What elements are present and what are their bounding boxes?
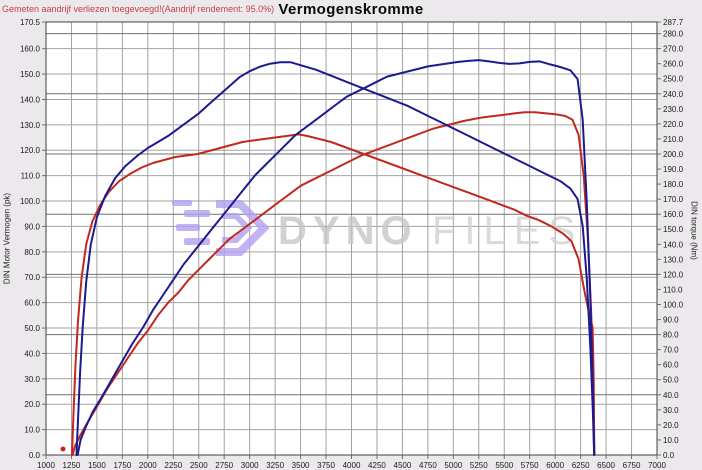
svg-text:70.0: 70.0 bbox=[24, 273, 40, 282]
svg-text:4250: 4250 bbox=[368, 461, 386, 470]
svg-text:4000: 4000 bbox=[343, 461, 361, 470]
svg-text:40.0: 40.0 bbox=[663, 391, 679, 400]
svg-text:1000: 1000 bbox=[37, 461, 55, 470]
page-title: Vermogenskromme bbox=[278, 1, 424, 18]
svg-text:70.0: 70.0 bbox=[663, 346, 679, 355]
svg-text:5250: 5250 bbox=[470, 461, 488, 470]
svg-text:130.0: 130.0 bbox=[20, 121, 41, 130]
svg-text:1750: 1750 bbox=[113, 461, 131, 470]
svg-text:150.0: 150.0 bbox=[20, 70, 41, 79]
svg-text:4750: 4750 bbox=[419, 461, 437, 470]
svg-text:2000: 2000 bbox=[139, 461, 157, 470]
svg-text:3750: 3750 bbox=[317, 461, 335, 470]
svg-text:4500: 4500 bbox=[394, 461, 412, 470]
svg-text:20.0: 20.0 bbox=[24, 400, 40, 409]
svg-text:160.0: 160.0 bbox=[663, 210, 684, 219]
svg-text:6500: 6500 bbox=[597, 461, 615, 470]
svg-text:2500: 2500 bbox=[190, 461, 208, 470]
svg-text:10.0: 10.0 bbox=[24, 426, 40, 435]
svg-text:210.0: 210.0 bbox=[663, 135, 684, 144]
svg-text:287.7: 287.7 bbox=[663, 18, 684, 27]
run-start-marker bbox=[60, 446, 66, 452]
dynofiles-watermark: DYNO FILES bbox=[172, 200, 583, 256]
svg-text:170.5: 170.5 bbox=[20, 18, 41, 27]
svg-text:90.0: 90.0 bbox=[24, 222, 40, 231]
svg-text:30.0: 30.0 bbox=[24, 375, 40, 384]
svg-text:50.0: 50.0 bbox=[663, 376, 679, 385]
svg-text:3250: 3250 bbox=[266, 461, 284, 470]
svg-text:2250: 2250 bbox=[164, 461, 182, 470]
svg-text:50.0: 50.0 bbox=[24, 324, 40, 333]
svg-text:240.0: 240.0 bbox=[663, 90, 684, 99]
curve-power-tuned bbox=[76, 59, 596, 456]
svg-text:150.0: 150.0 bbox=[663, 225, 684, 234]
svg-text:270.0: 270.0 bbox=[663, 45, 684, 54]
svg-text:7000: 7000 bbox=[648, 461, 666, 470]
curve-torque-tuned bbox=[75, 61, 596, 456]
svg-text:2750: 2750 bbox=[215, 461, 233, 470]
svg-text:90.0: 90.0 bbox=[663, 316, 679, 325]
right-axis: 0.0 10.0 20.0 30.0 40.0 50.0 60.0 70.0 80.0 90.0 1… bbox=[657, 18, 684, 460]
svg-text:30.0: 30.0 bbox=[663, 406, 679, 415]
svg-text:40.0: 40.0 bbox=[24, 349, 40, 358]
svg-text:0.0: 0.0 bbox=[663, 451, 675, 460]
svg-text:260.0: 260.0 bbox=[663, 60, 684, 69]
svg-text:230.0: 230.0 bbox=[663, 105, 684, 114]
x-axis: 1000 1250 1500 1750 2000 2250 2500 2750 3000 3250… bbox=[37, 455, 666, 470]
watermark-text-dyno: DYNO bbox=[278, 209, 418, 253]
curve-power-original bbox=[71, 111, 596, 456]
svg-text:5750: 5750 bbox=[521, 461, 539, 470]
svg-text:120.0: 120.0 bbox=[663, 270, 684, 279]
svg-text:0.0: 0.0 bbox=[29, 451, 41, 460]
svg-text:60.0: 60.0 bbox=[24, 299, 40, 308]
svg-text:120.0: 120.0 bbox=[20, 146, 41, 155]
svg-text:10.0: 10.0 bbox=[663, 436, 679, 445]
svg-text:130.0: 130.0 bbox=[663, 255, 684, 264]
svg-text:6250: 6250 bbox=[572, 461, 590, 470]
svg-text:280.0: 280.0 bbox=[663, 30, 684, 39]
watermark-text-files: FILES bbox=[432, 209, 583, 253]
svg-text:6750: 6750 bbox=[623, 461, 641, 470]
svg-text:3000: 3000 bbox=[241, 461, 259, 470]
svg-text:110.0: 110.0 bbox=[21, 172, 41, 181]
drive-loss-warning-text: Gemeten aandrijf verliezen toegevoegd!(A… bbox=[2, 4, 275, 14]
svg-text:5000: 5000 bbox=[444, 461, 462, 470]
svg-text:20.0: 20.0 bbox=[663, 421, 679, 430]
right-axis-title: DIN torque (Nm) bbox=[689, 201, 699, 260]
svg-text:220.0: 220.0 bbox=[663, 120, 684, 129]
svg-text:160.0: 160.0 bbox=[20, 45, 41, 54]
svg-text:100.0: 100.0 bbox=[663, 300, 684, 309]
svg-text:80.0: 80.0 bbox=[663, 331, 679, 340]
curve-torque-original bbox=[71, 133, 596, 456]
svg-text:3500: 3500 bbox=[292, 461, 310, 470]
svg-text:6000: 6000 bbox=[546, 461, 564, 470]
svg-text:140.0: 140.0 bbox=[20, 95, 41, 104]
svg-text:180.0: 180.0 bbox=[663, 180, 684, 189]
svg-text:1500: 1500 bbox=[88, 461, 106, 470]
svg-text:250.0: 250.0 bbox=[663, 75, 684, 84]
left-axis: 0.0 10.0 20.0 30.0 40.0 50.0 60.0 70.0 80.0 90.0 1… bbox=[20, 18, 46, 460]
svg-text:110.0: 110.0 bbox=[663, 285, 683, 294]
svg-text:170.0: 170.0 bbox=[663, 195, 684, 204]
svg-text:1250: 1250 bbox=[63, 461, 81, 470]
svg-text:100.0: 100.0 bbox=[20, 197, 41, 206]
svg-text:190.0: 190.0 bbox=[663, 165, 684, 174]
svg-text:140.0: 140.0 bbox=[663, 240, 684, 249]
svg-text:80.0: 80.0 bbox=[24, 248, 40, 257]
svg-text:200.0: 200.0 bbox=[663, 150, 684, 159]
left-axis-title: DIN Motor Vermogen (pk) bbox=[2, 192, 12, 285]
svg-text:60.0: 60.0 bbox=[663, 361, 679, 370]
svg-text:5500: 5500 bbox=[495, 461, 513, 470]
